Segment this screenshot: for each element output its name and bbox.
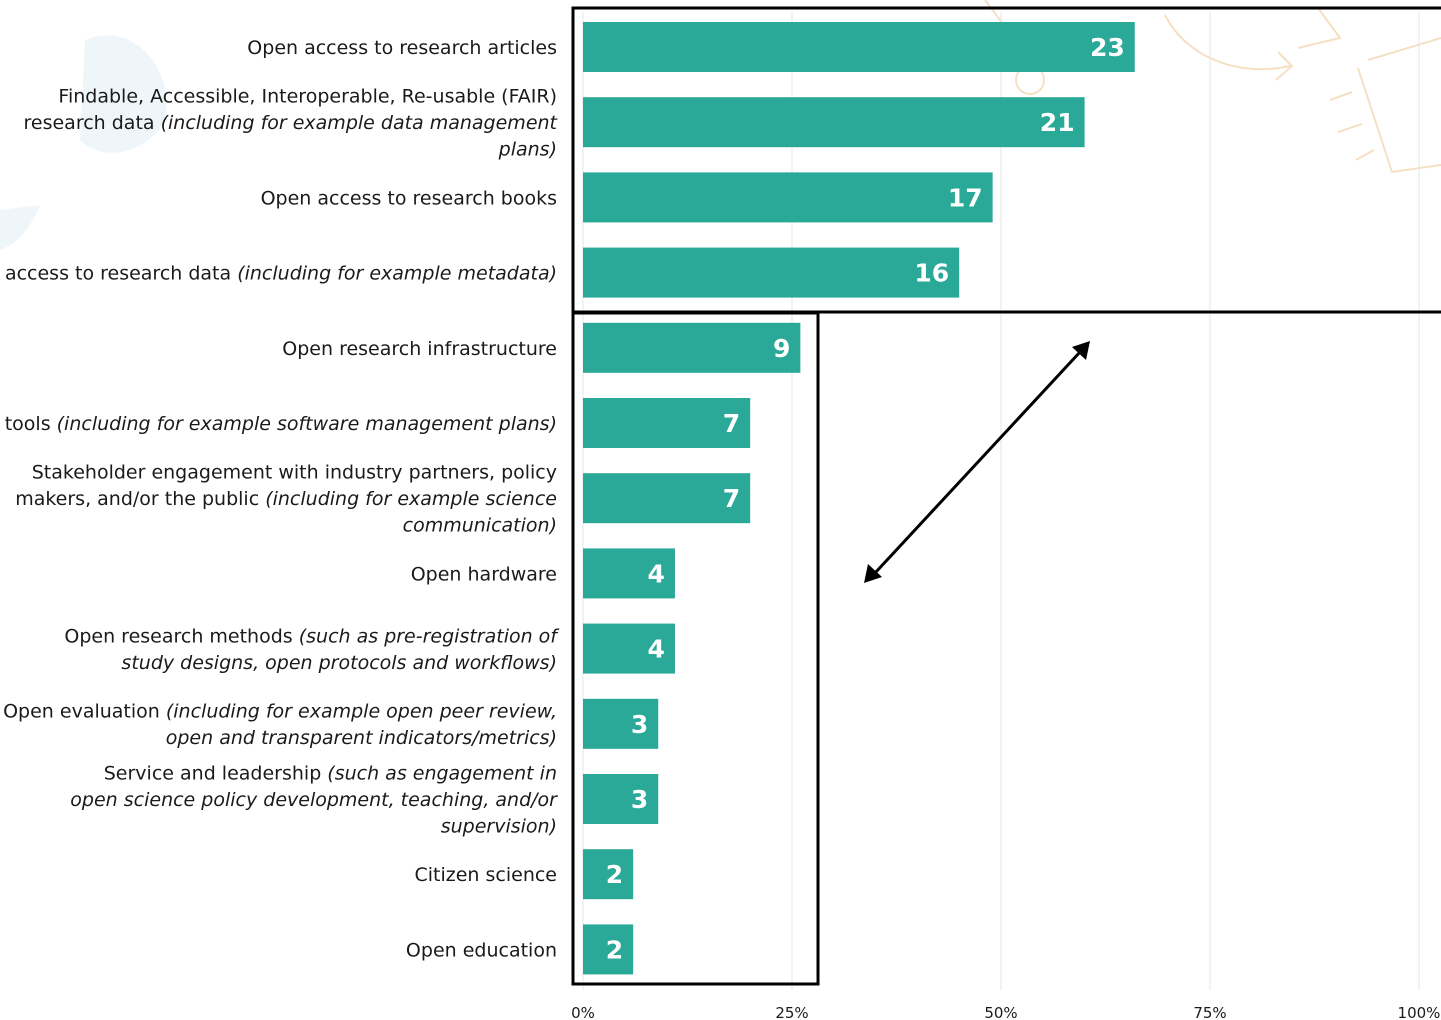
bar-value-label: 3 [631, 785, 648, 814]
bar [583, 172, 993, 223]
bar-value-label: 4 [648, 559, 665, 588]
category-label: Open evaluation (including for example o… [3, 701, 557, 750]
bar-value-label: 2 [606, 860, 623, 889]
bar [583, 398, 751, 448]
group-highlight-boxes [571, 6, 1441, 986]
bar-value-label: 2 [606, 935, 623, 964]
category-label: Open source research software, code, and… [0, 413, 557, 435]
category-labels: Open access to research articles Findable… [0, 37, 560, 961]
bar [583, 473, 751, 524]
bar-value-label: 7 [723, 409, 740, 438]
category-label: Service and leadership (such as engageme… [70, 763, 558, 838]
category-label: Open education [406, 939, 557, 961]
bar [583, 22, 1135, 72]
category-label: Findable, Accessible, Interoperable, Re-… [24, 86, 559, 161]
category-label: Stakeholder engagement with industry par… [15, 462, 557, 537]
decorative-background [0, 0, 1441, 250]
bar [583, 698, 659, 749]
bar [583, 924, 634, 975]
category-label: Open access to research data (including … [0, 263, 557, 285]
category-label: Open research infrastructure [282, 338, 557, 360]
category-label: Open access to research books [261, 187, 557, 209]
decorative-leaf-shape [80, 35, 167, 153]
bar [583, 623, 675, 674]
bar-value-label: 17 [948, 183, 983, 212]
arrowhead-top-icon [1072, 341, 1090, 360]
category-label: Open research methods (such as pre-regis… [64, 625, 560, 674]
double-arrow [864, 341, 1090, 583]
bar-value-label: 4 [648, 635, 665, 664]
bar-value-label: 7 [723, 484, 740, 513]
category-label: Citizen science [414, 864, 557, 886]
value-labels: 23 21 17 16 9 7 7 4 4 3 3 2 2 [606, 33, 1125, 964]
category-label: Open hardware [411, 563, 557, 585]
bar-value-label: 9 [773, 334, 790, 363]
x-axis-ticks: 0% 25% 50% 75% 100% [571, 1004, 1440, 1020]
decorative-leaf-shape [0, 205, 40, 250]
bottom-group-box [571, 311, 820, 986]
bar-value-label: 23 [1090, 33, 1125, 62]
bar [583, 849, 634, 900]
top-group-box [571, 6, 1441, 314]
bar-value-label: 21 [1040, 108, 1075, 137]
decorative-line-art [984, 0, 1441, 174]
arrowhead-bottom-icon [864, 564, 882, 583]
bar-value-label: 16 [914, 259, 949, 288]
x-tick-label: 100% [1398, 1004, 1441, 1020]
bar-value-label: 3 [631, 710, 648, 739]
bar [583, 322, 801, 373]
x-tick-label: 25% [775, 1004, 808, 1020]
bars [583, 22, 1135, 975]
x-tick-label: 0% [571, 1004, 595, 1020]
bar [583, 247, 960, 298]
x-tick-label: 50% [984, 1004, 1017, 1020]
category-label: Open access to research articles [247, 37, 557, 59]
x-tick-label: 75% [1193, 1004, 1226, 1020]
bar [583, 774, 659, 824]
bar [583, 97, 1085, 148]
bar [583, 548, 675, 599]
